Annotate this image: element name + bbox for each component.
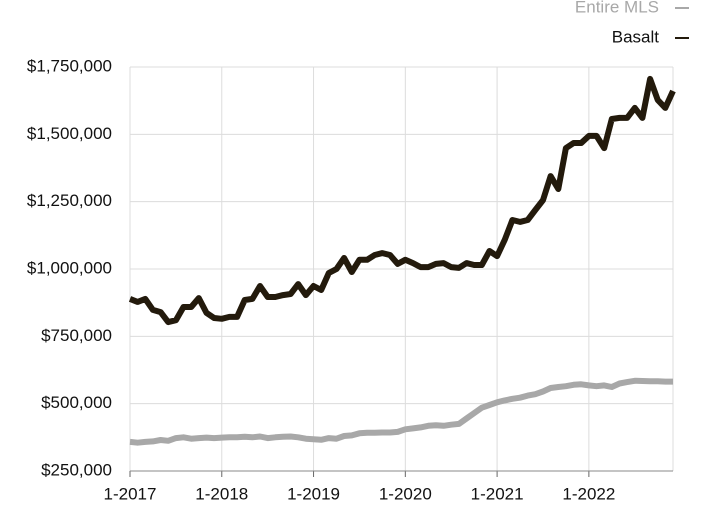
series-line [128,75,676,326]
y-tick-label: $1,750,000 [27,56,112,75]
legend-label: Basalt [612,27,660,46]
y-tick-label: $250,000 [41,460,112,479]
x-tick-label: 1-2017 [104,484,157,503]
y-tick-label: $1,500,000 [27,124,112,143]
x-tick-label: 1-2020 [379,484,432,503]
x-tick-label: 1-2022 [562,484,615,503]
y-tick-label: $1,000,000 [27,258,112,277]
y-tick-label: $500,000 [41,393,112,412]
series-line [129,377,673,446]
legend-label: Entire MLS [575,0,659,16]
x-tick-label: 1-2018 [195,484,248,503]
x-tick-label: 1-2021 [471,484,524,503]
x-tick-label: 1-2019 [287,484,340,503]
y-tick-label: $750,000 [41,326,112,345]
y-tick-label: $1,250,000 [27,191,112,210]
